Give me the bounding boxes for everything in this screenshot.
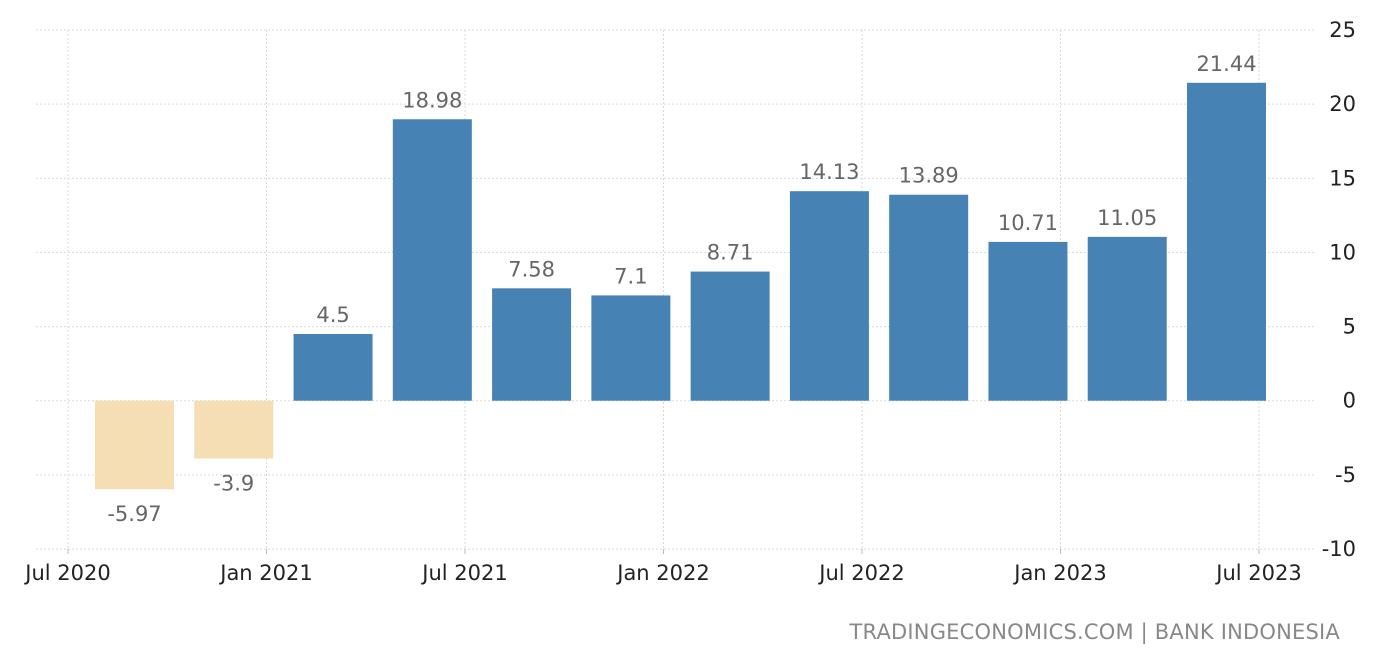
- y-tick-label: 5: [1343, 315, 1356, 339]
- x-tick-label: Jul 2021: [420, 561, 507, 585]
- data-labels: -5.97 -3.9 4.5 18.98 7.58 7.1 8.71 14.13 13.89 10…: [107, 52, 1256, 526]
- bar-jul-2020: [95, 400, 174, 490]
- y-tick-label: 15: [1329, 166, 1356, 190]
- y-tick-label: 25: [1329, 18, 1356, 42]
- bar-apr-2023: [1187, 82, 1266, 401]
- data-label: 13.89: [899, 164, 959, 188]
- y-tick-label: 10: [1329, 240, 1356, 264]
- data-label: -3.9: [213, 472, 254, 496]
- source-attribution: TRADINGECONOMICS.COM | BANK INDONESIA: [849, 620, 1340, 644]
- bar-apr-2022: [789, 191, 869, 401]
- data-label: 21.44: [1196, 52, 1256, 76]
- x-tick-label: Jan 2022: [615, 561, 710, 585]
- bar-oct-2021: [591, 295, 671, 401]
- grid: [36, 29, 1316, 550]
- bar-jan-2022: [690, 271, 770, 401]
- data-label: 8.71: [707, 241, 754, 265]
- x-tick-label: Jul 2020: [23, 561, 110, 585]
- bars: [95, 82, 1266, 490]
- bar-apr-2021: [392, 119, 472, 401]
- data-label: 7.1: [614, 264, 647, 288]
- y-tick-label: 0: [1343, 389, 1356, 413]
- bar-jan-2023: [1087, 236, 1167, 401]
- data-label: 14.13: [799, 160, 859, 184]
- data-label: 11.05: [1097, 206, 1157, 230]
- x-axis: Jul 2020 Jan 2021 Jul 2021 Jan 2022 Jul 2022…: [23, 549, 1302, 585]
- x-tick-label: Jan 2023: [1012, 561, 1107, 585]
- y-tick-label: -5: [1335, 463, 1356, 487]
- data-label: -5.97: [107, 502, 161, 526]
- y-tick-label: -10: [1322, 537, 1356, 561]
- x-tick-label: Jan 2021: [218, 561, 313, 585]
- bar-jul-2021: [492, 288, 572, 401]
- bar-jul-2022: [889, 194, 969, 401]
- data-label: 7.58: [508, 257, 555, 281]
- bar-oct-2022: [988, 241, 1068, 401]
- bar-jan-2021: [293, 333, 373, 401]
- x-tick-label: Jul 2023: [1214, 561, 1301, 585]
- y-axis: 25 20 15 10 5 0 -5 -10: [1322, 18, 1356, 561]
- data-label: 18.98: [402, 88, 462, 112]
- data-label: 10.71: [998, 211, 1058, 235]
- bar-oct-2020: [194, 400, 274, 459]
- y-tick-label: 20: [1329, 92, 1356, 116]
- x-tick-label: Jul 2022: [817, 561, 904, 585]
- data-label: 4.5: [316, 303, 349, 327]
